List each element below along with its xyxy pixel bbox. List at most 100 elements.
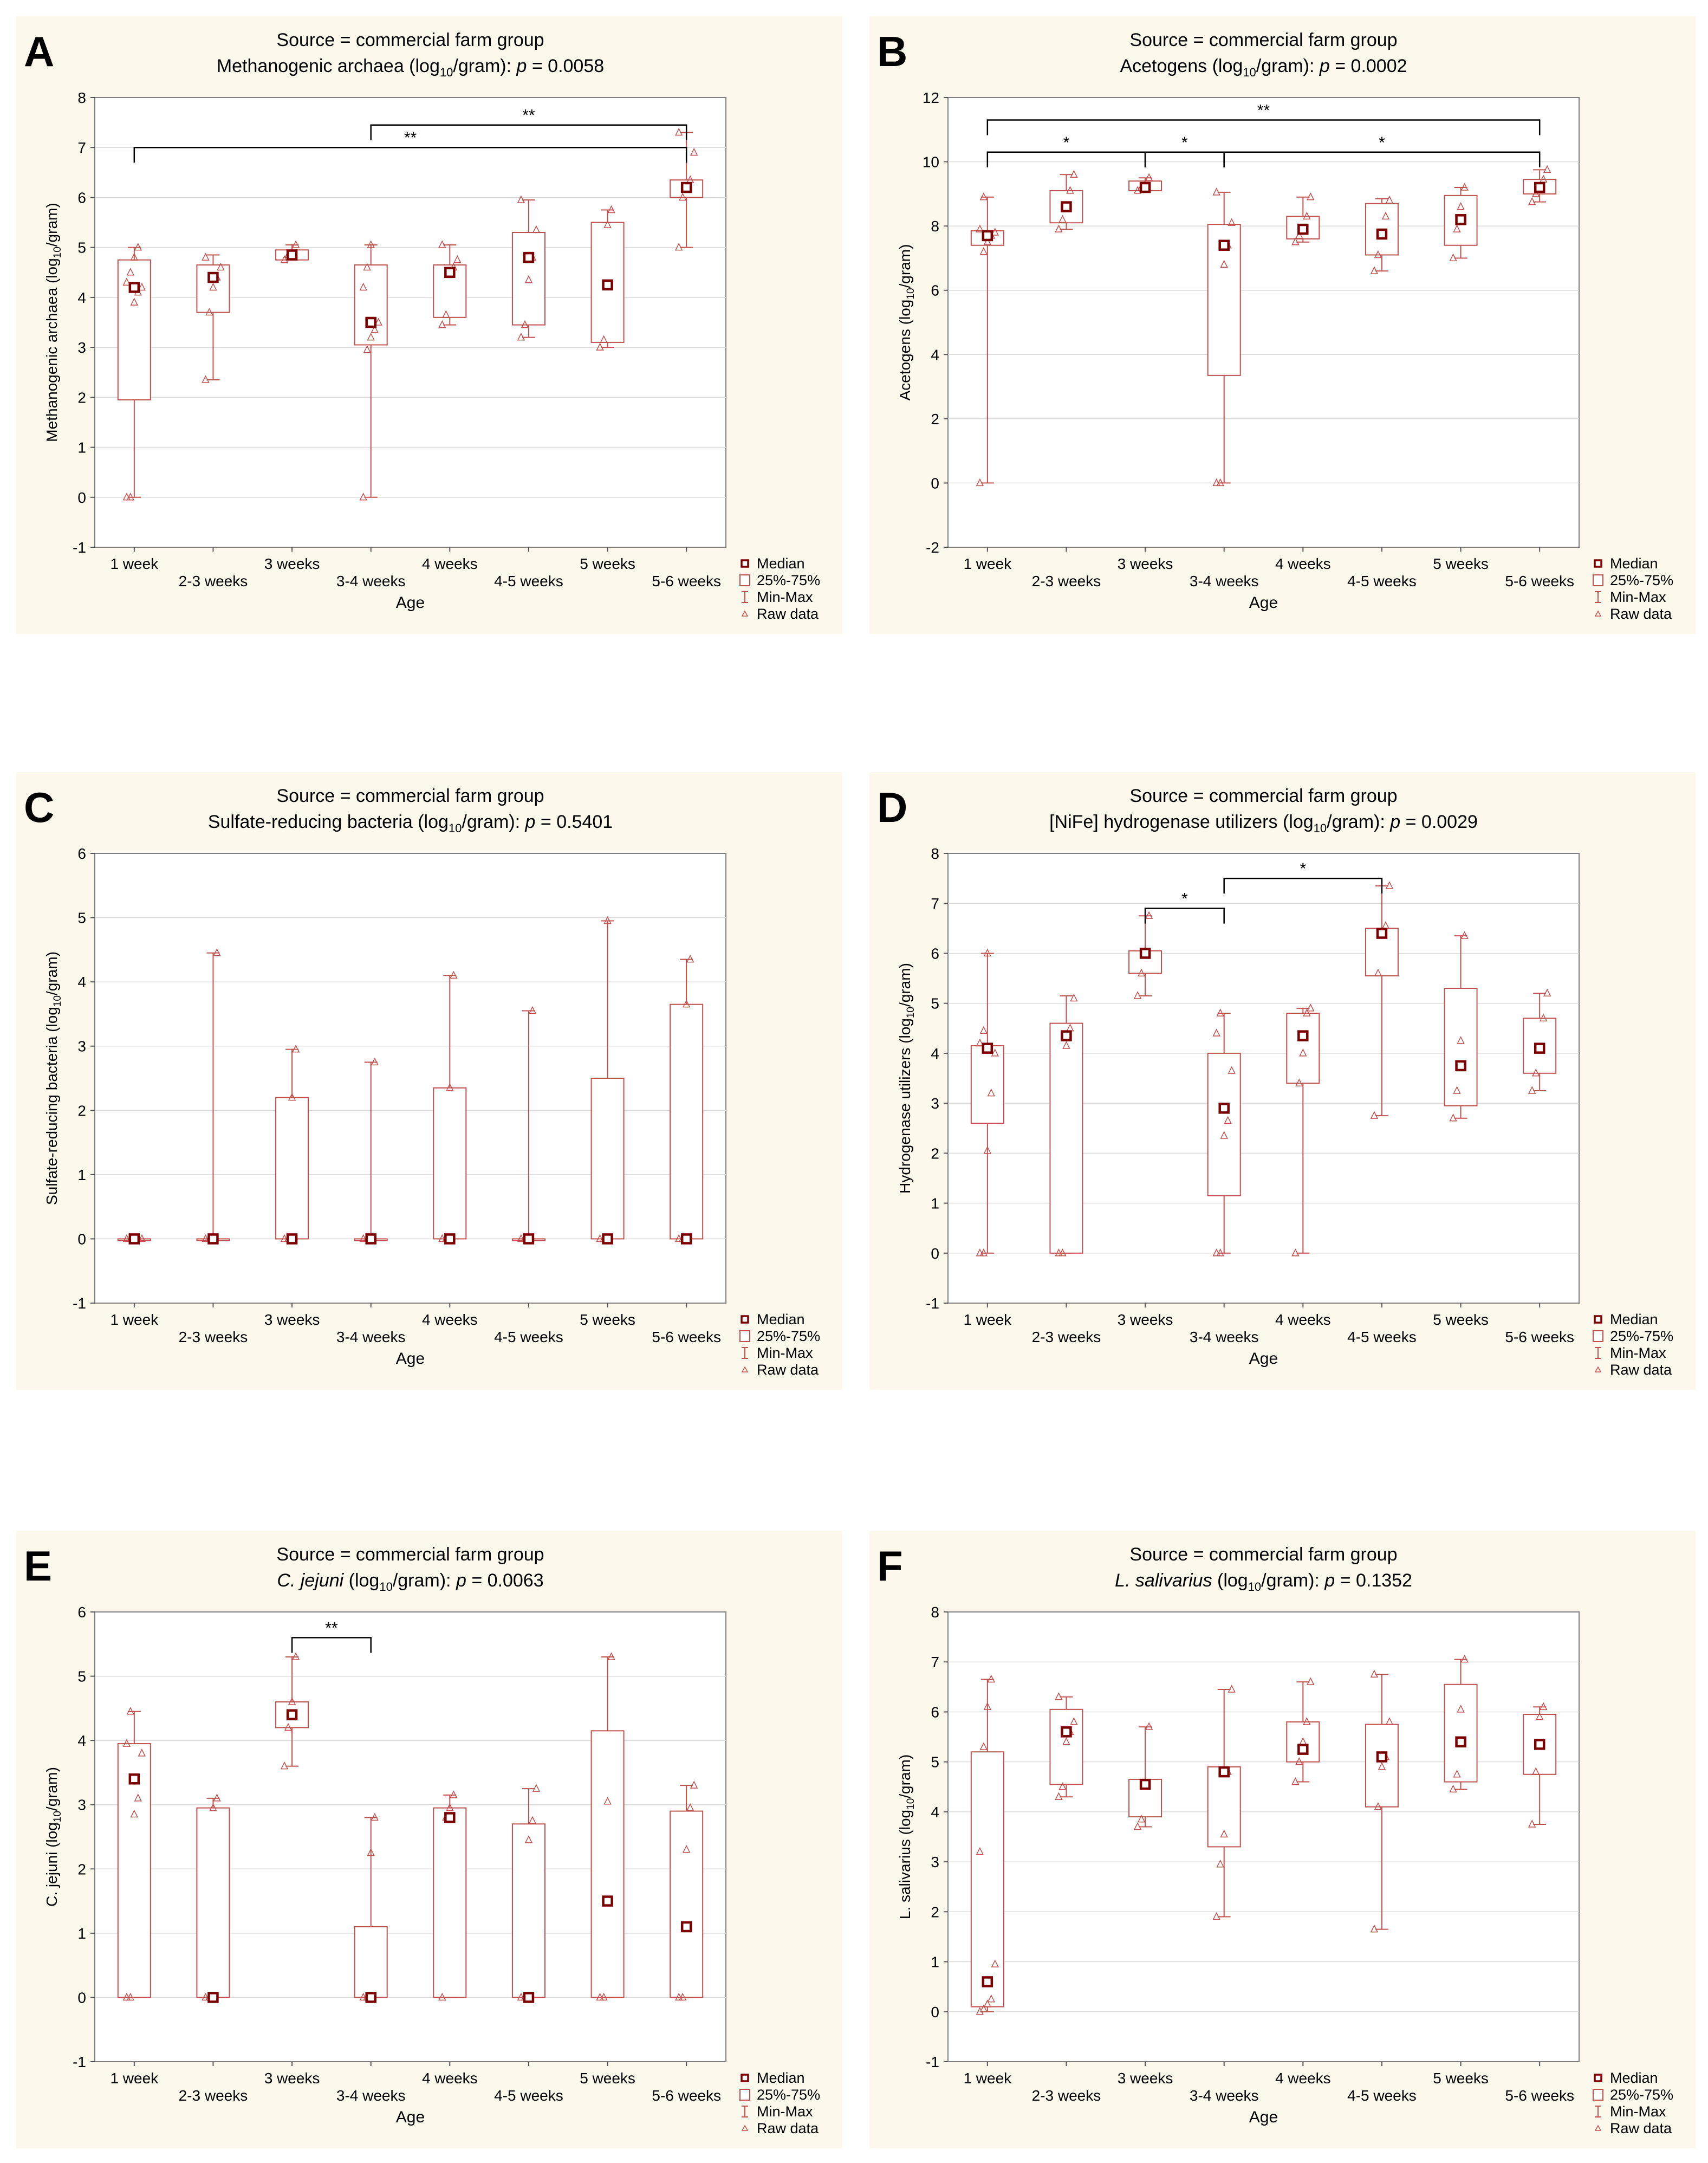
significance-bracket: ** xyxy=(133,129,687,163)
raw-point xyxy=(213,1793,221,1802)
raw-point xyxy=(1212,1028,1220,1037)
x-tick-label: 4 weeks xyxy=(422,555,478,572)
y-tick-label: 1 xyxy=(77,1925,86,1942)
raw-point xyxy=(1062,1737,1070,1745)
x-tick-label: 3 weeks xyxy=(264,2070,320,2087)
raw-point xyxy=(1058,1248,1067,1257)
raw-point xyxy=(976,478,984,487)
median-marker xyxy=(1297,1744,1309,1755)
raw-point xyxy=(682,999,691,1008)
chart-title: Source = commercial farm group xyxy=(1129,786,1397,806)
chart-subtitle: L. salivarius (log10/gram): p = 0.1352 xyxy=(1115,1570,1412,1594)
box-group xyxy=(275,1652,309,1770)
box-group xyxy=(1128,1722,1163,1830)
x-tick-label: 3 weeks xyxy=(1118,1311,1173,1328)
raw-point xyxy=(987,1674,996,1683)
raw-point xyxy=(1062,1041,1070,1049)
legend-label: Raw data xyxy=(757,1362,819,1378)
x-tick-label: 1 week xyxy=(963,2070,1012,2087)
raw-point xyxy=(202,375,210,383)
median-marker xyxy=(444,1812,456,1823)
raw-point xyxy=(983,237,992,245)
raw-point xyxy=(1295,1078,1303,1086)
legend-label: Median xyxy=(1610,1311,1658,1327)
y-tick-label: 4 xyxy=(77,974,86,990)
iqr-box xyxy=(511,1823,545,1998)
raw-point xyxy=(1535,1712,1544,1720)
raw-point xyxy=(674,1234,683,1242)
median-marker xyxy=(1455,214,1466,225)
raw-point xyxy=(1137,1815,1146,1823)
raw-point xyxy=(138,282,146,291)
box-group xyxy=(1523,988,1557,1094)
raw-point xyxy=(600,335,608,344)
raw-point xyxy=(521,320,529,328)
raw-point xyxy=(291,240,300,248)
raw-point xyxy=(1216,478,1224,487)
box-group xyxy=(970,192,1004,487)
raw-point xyxy=(976,224,984,232)
raw-point xyxy=(532,1784,541,1792)
chart-title: Source = commercial farm group xyxy=(1129,30,1397,50)
panel-letter: C xyxy=(24,783,55,831)
raw-point xyxy=(367,332,375,341)
raw-point xyxy=(976,1847,984,1855)
legend-label: Min-Max xyxy=(757,589,813,605)
raw-point xyxy=(979,1248,988,1257)
x-axis-label: Age xyxy=(1249,594,1278,612)
raw-point xyxy=(1543,165,1551,173)
significance-bracket: * xyxy=(1144,890,1225,924)
raw-point xyxy=(517,332,525,341)
y-tick-label: 6 xyxy=(931,282,939,299)
y-tick-label: 0 xyxy=(931,475,939,491)
y-tick-label: 4 xyxy=(77,1732,86,1749)
median-marker xyxy=(523,1992,535,2003)
raw-point xyxy=(1303,1008,1311,1016)
box-group xyxy=(1207,1008,1241,1257)
raw-point xyxy=(1070,170,1078,178)
raw-point xyxy=(517,195,525,203)
plot-area xyxy=(94,1611,726,2062)
y-tick-label: 5 xyxy=(77,239,86,256)
raw-point xyxy=(130,1809,139,1818)
raw-point xyxy=(438,320,446,328)
plot-area xyxy=(947,1611,1580,2062)
legend-median-symbol xyxy=(1594,1315,1602,1324)
y-tick-label: 2 xyxy=(77,1102,86,1119)
median-marker xyxy=(602,1233,613,1245)
x-tick-label: 3-4 weeks xyxy=(336,573,406,590)
iqr-box xyxy=(1286,1013,1320,1084)
iqr-box xyxy=(196,1807,230,1998)
legend-label: 25%-75% xyxy=(757,2087,820,2103)
median-marker xyxy=(1218,1766,1230,1778)
chart-title: Source = commercial farm group xyxy=(276,786,544,806)
legend-whisker-symbol xyxy=(1595,2106,1601,2117)
significance-label: ** xyxy=(325,1619,338,1637)
legend-label: Min-Max xyxy=(1610,589,1666,605)
x-tick-label: 4 weeks xyxy=(422,2070,478,2087)
legend-whisker-symbol xyxy=(1595,1347,1601,1359)
median-marker xyxy=(128,1233,140,1245)
raw-point xyxy=(1055,1792,1063,1800)
plot-area xyxy=(947,853,1580,1304)
median-marker xyxy=(286,1233,298,1245)
plot-area xyxy=(94,853,726,1304)
box-group xyxy=(1286,1677,1320,1785)
box-group xyxy=(970,1674,1004,2015)
box-group xyxy=(1207,187,1241,487)
box-group xyxy=(117,1707,151,2001)
raw-point xyxy=(976,1038,984,1047)
iqr-box xyxy=(590,1730,625,1998)
raw-point xyxy=(1539,1013,1548,1022)
legend-median-symbol xyxy=(1594,559,1602,568)
raw-point xyxy=(603,220,612,228)
legend-median-symbol xyxy=(1594,2074,1602,2082)
raw-point xyxy=(1055,1692,1063,1700)
raw-point xyxy=(979,1026,988,1034)
raw-point xyxy=(202,252,210,261)
box-group xyxy=(590,205,625,351)
median-marker xyxy=(1376,228,1388,240)
raw-point xyxy=(1370,1111,1379,1119)
iqr-box xyxy=(1286,1721,1320,1763)
raw-point xyxy=(371,325,379,333)
